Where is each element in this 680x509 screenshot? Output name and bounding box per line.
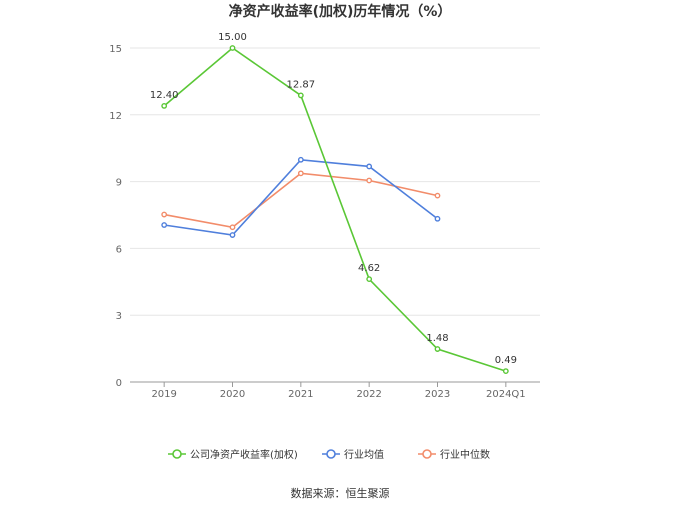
data-point	[502, 368, 509, 374]
data-labels: 12.40 15.00 12.87 4.62 1.48 0.49	[150, 32, 517, 366]
x-tick-label: 2021	[288, 389, 313, 400]
legend[interactable]: 公司净资产收益率(加权) 行业均值 行业中位数	[168, 448, 490, 461]
data-label: 4.62	[358, 263, 380, 274]
data-point	[297, 170, 304, 177]
data-point	[229, 45, 236, 51]
data-label: 1.48	[426, 333, 448, 344]
series-2	[161, 170, 441, 231]
data-point	[366, 177, 373, 184]
x-tick-label: 2024Q1	[486, 389, 526, 400]
y-tick-label: 12	[109, 111, 122, 122]
data-point	[161, 222, 168, 228]
data-point	[229, 232, 236, 238]
legend-marker-icon	[326, 449, 336, 459]
data-point	[161, 211, 168, 218]
y-tick-label: 0	[116, 378, 122, 389]
grid-lines	[130, 47, 540, 316]
legend-label: 公司净资产收益率(加权)	[190, 448, 298, 461]
chart-title: 净资产收益率(加权)历年情况（%）	[229, 3, 452, 20]
x-axis: 2019 2020 2021 2022 2023 2024Q1	[130, 381, 540, 400]
data-point	[161, 102, 168, 109]
x-tick-label: 2022	[356, 389, 381, 400]
y-tick-label: 6	[116, 244, 122, 255]
data-point	[434, 346, 441, 352]
data-point	[434, 192, 441, 199]
legend-marker-icon	[422, 449, 432, 459]
x-tick-label: 2020	[220, 389, 245, 400]
y-axis: 0 3 6 9 12 15	[109, 44, 122, 389]
data-label: 12.87	[287, 79, 316, 90]
legend-label: 行业中位数	[440, 448, 490, 461]
x-tick-label: 2023	[425, 389, 450, 400]
legend-marker-icon	[172, 449, 182, 459]
legend-item[interactable]: 行业均值	[322, 448, 384, 461]
data-point	[297, 156, 304, 163]
y-tick-label: 15	[109, 44, 122, 55]
data-point	[297, 92, 304, 99]
data-point	[366, 276, 373, 283]
data-label: 15.00	[218, 32, 247, 43]
data-point	[434, 215, 441, 222]
data-label: 0.49	[495, 355, 517, 366]
legend-item[interactable]: 公司净资产收益率(加权)	[168, 448, 298, 461]
series-line	[163, 46, 507, 372]
legend-label: 行业均值	[344, 448, 384, 461]
series-0	[161, 45, 509, 374]
data-label: 12.40	[150, 90, 179, 101]
data-point	[366, 163, 373, 170]
series-group	[161, 45, 509, 374]
series-1	[161, 156, 441, 238]
x-tick-label: 2019	[151, 389, 176, 400]
data-source: 数据来源：恒生聚源	[291, 486, 390, 500]
data-point	[229, 224, 236, 231]
y-tick-label: 9	[116, 178, 122, 189]
y-tick-label: 3	[116, 311, 122, 322]
legend-item[interactable]: 行业中位数	[418, 448, 490, 461]
